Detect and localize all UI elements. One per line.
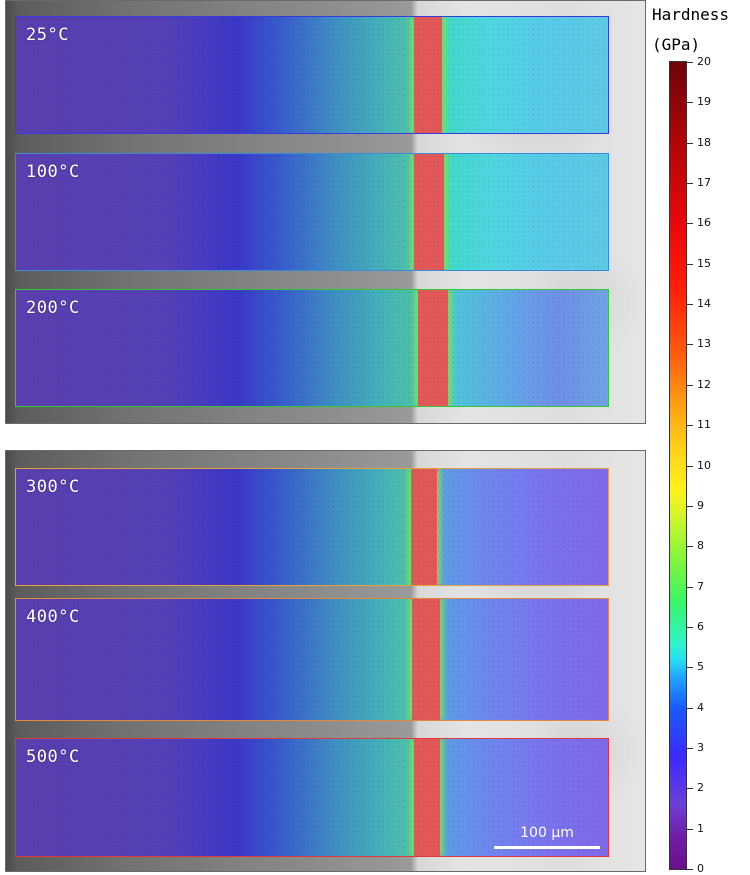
colorbar-tick-label: 5 [697, 660, 704, 673]
hardness-map-panel: 500°C [15, 738, 609, 857]
colorbar-tick-label: 9 [697, 499, 704, 512]
hardness-map-panel: 300°C [15, 468, 609, 586]
colorbar [669, 61, 687, 870]
hardness-map-fill [16, 290, 608, 406]
colorbar-tick-label: 6 [697, 620, 704, 633]
colorbar-tick-label: 14 [697, 297, 711, 310]
interface-hard-band [418, 290, 448, 406]
colorbar-tick-label: 20 [697, 55, 711, 68]
hardness-map-fill [16, 739, 608, 856]
colorbar-tick [687, 304, 693, 305]
colorbar-title: Hardness (GPa) [652, 0, 750, 60]
colorbar-tick [687, 506, 693, 507]
colorbar-tick-label: 11 [697, 418, 711, 431]
colorbar-tick [687, 667, 693, 668]
hardness-map-panel: 25°C [15, 16, 609, 134]
hardness-map-fill [16, 17, 608, 133]
colorbar-tick-label: 15 [697, 257, 711, 270]
temperature-label: 25°C [26, 25, 69, 45]
colorbar-tick-label: 1 [697, 822, 704, 835]
colorbar-tick [687, 708, 693, 709]
temperature-label: 500°C [26, 747, 80, 767]
scale-bar-line [494, 846, 600, 849]
colorbar-tick-label: 0 [697, 862, 704, 875]
hardness-map-panel: 400°C [15, 598, 609, 721]
scale-bar-label: 100 µm [520, 825, 574, 841]
colorbar-tick-label: 10 [697, 459, 711, 472]
colorbar-tick [687, 62, 693, 63]
hardness-map-fill [16, 154, 608, 270]
colorbar-tick [687, 385, 693, 386]
colorbar-title-line2: (GPa) [652, 35, 701, 54]
colorbar-tick-label: 17 [697, 176, 711, 189]
colorbar-tick-label: 18 [697, 136, 711, 149]
temperature-label: 400°C [26, 607, 80, 627]
interface-hard-band [414, 17, 442, 133]
colorbar-tick-label: 3 [697, 741, 704, 754]
interface-hard-band [411, 469, 437, 585]
colorbar-tick-label: 13 [697, 337, 711, 350]
hardness-map-fill [16, 599, 608, 720]
interface-hard-band [414, 739, 440, 856]
interface-hard-band [412, 599, 440, 720]
colorbar-tick [687, 466, 693, 467]
colorbar-tick [687, 869, 693, 870]
colorbar-tick [687, 425, 693, 426]
colorbar-tick [687, 223, 693, 224]
colorbar-tick [687, 788, 693, 789]
indent-grid [16, 739, 608, 856]
temperature-label: 200°C [26, 298, 80, 318]
indent-grid [16, 154, 608, 270]
scale-bar: 100 µm [494, 825, 600, 849]
colorbar-tick [687, 748, 693, 749]
colorbar-tick [687, 183, 693, 184]
colorbar-tick-label: 8 [697, 539, 704, 552]
indent-grid [16, 599, 608, 720]
colorbar-title-line1: Hardness [652, 5, 730, 24]
colorbar-tick [687, 264, 693, 265]
temperature-label: 300°C [26, 477, 80, 497]
colorbar-tick [687, 102, 693, 103]
colorbar-tick-label: 19 [697, 95, 711, 108]
temperature-label: 100°C [26, 162, 80, 182]
colorbar-tick [687, 829, 693, 830]
hardness-map-panel: 200°C [15, 289, 609, 407]
colorbar-tick [687, 344, 693, 345]
colorbar-tick [687, 627, 693, 628]
colorbar-tick-label: 2 [697, 781, 704, 794]
hardness-map-fill [16, 469, 608, 585]
interface-hard-band [414, 154, 444, 270]
indent-grid [16, 290, 608, 406]
colorbar-tick [687, 143, 693, 144]
colorbar-tick-label: 7 [697, 580, 704, 593]
indent-grid [16, 469, 608, 585]
colorbar-tick [687, 587, 693, 588]
hardness-map-panel: 100°C [15, 153, 609, 271]
colorbar-tick-label: 12 [697, 378, 711, 391]
colorbar-tick [687, 546, 693, 547]
colorbar-tick-label: 4 [697, 701, 704, 714]
colorbar-tick-label: 16 [697, 216, 711, 229]
indent-grid [16, 17, 608, 133]
